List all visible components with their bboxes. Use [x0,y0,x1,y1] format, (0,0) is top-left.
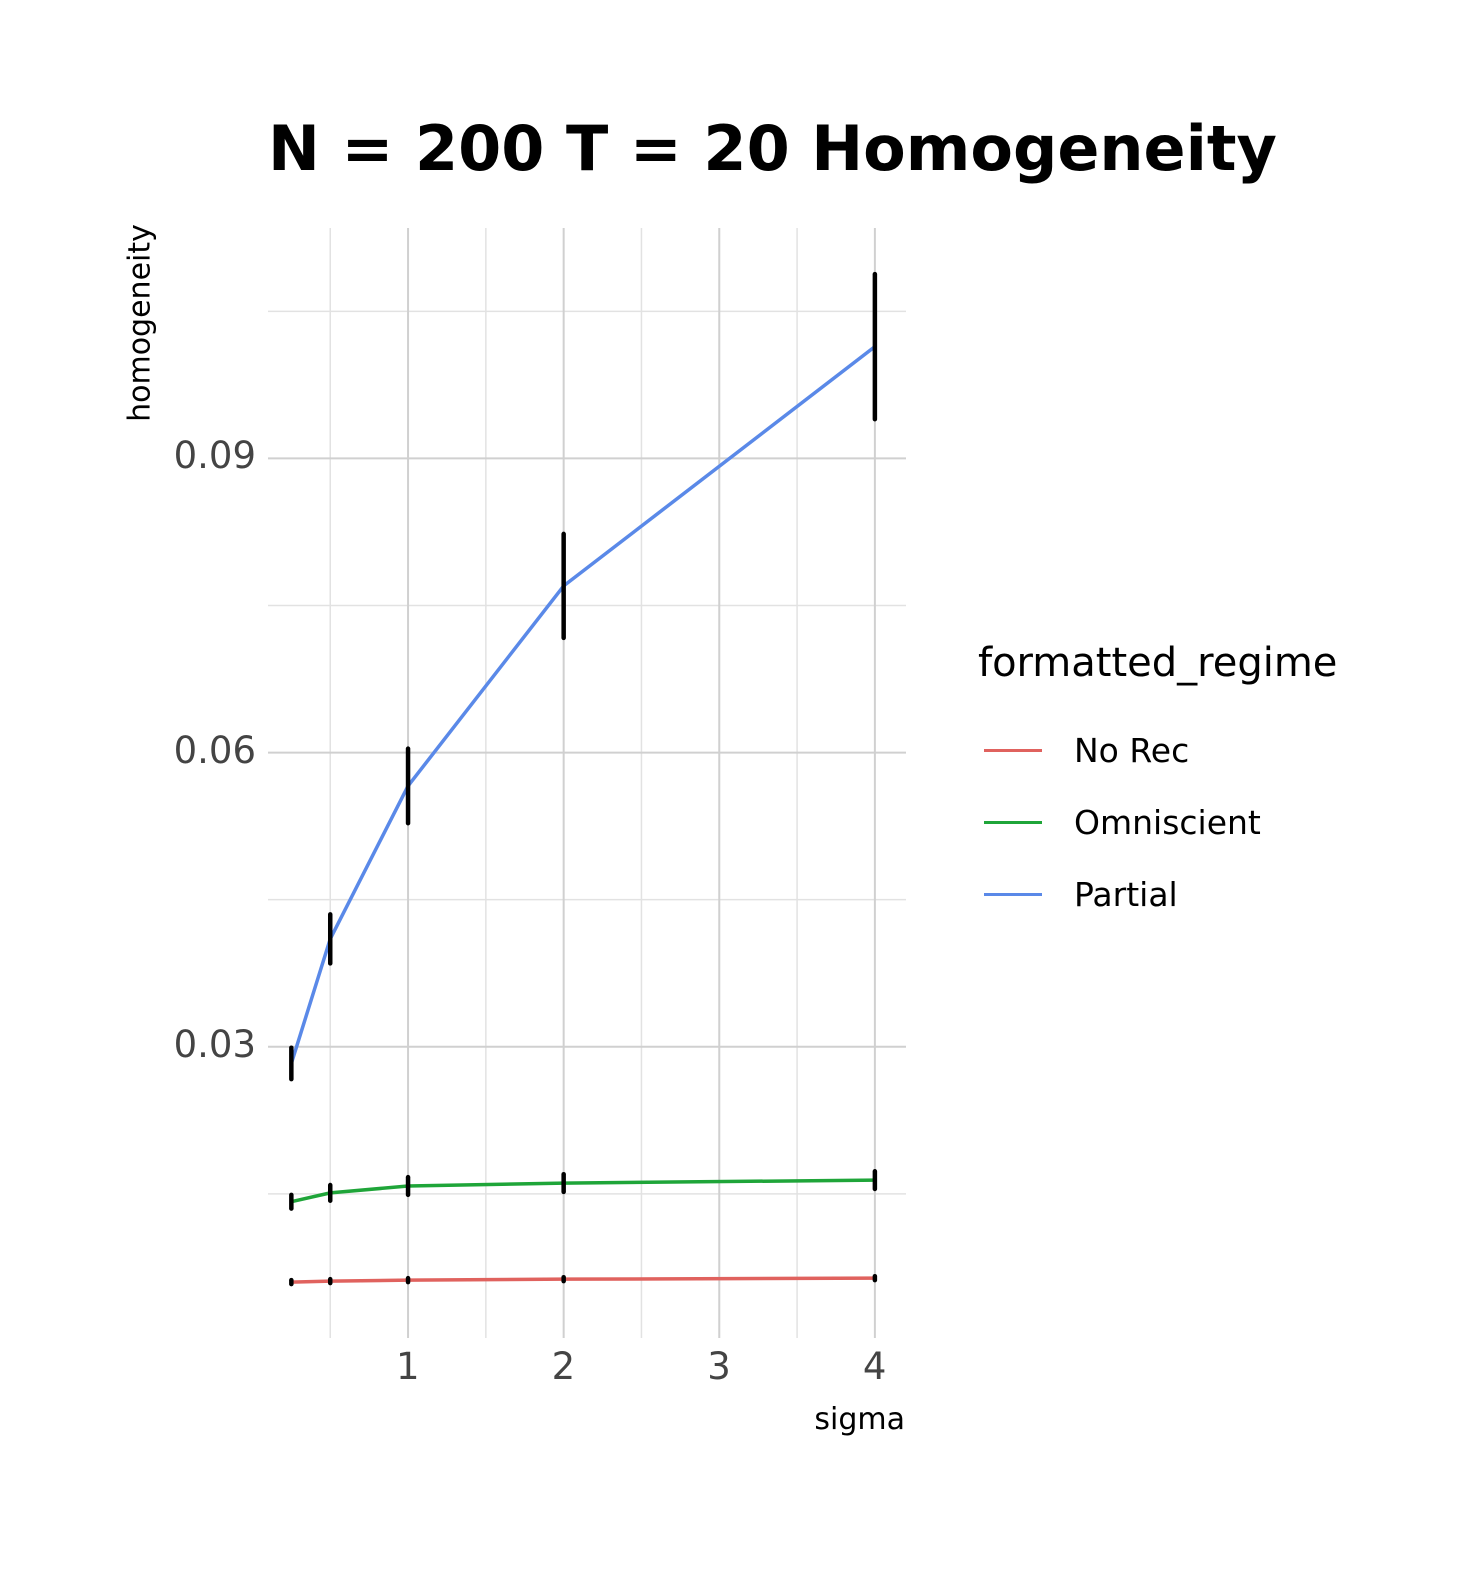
minor-gridlines [268,228,906,1338]
y-tick-label: 0.03 [173,1022,256,1066]
x-tick-label: 3 [707,1345,731,1388]
legend-item-omniscient: Omniscient [978,786,1337,858]
legend-label-omniscient: Omniscient [1074,802,1261,842]
series-lines [289,345,876,1284]
legend-title: formatted_regime [978,640,1338,686]
x-tick-label: 2 [551,1345,576,1388]
error-bars [289,271,878,1287]
y-tick-label: 0.06 [173,728,256,772]
x-tick-label: 4 [862,1345,887,1388]
series-line-partial [289,345,876,1064]
legend-label-no-rec: No Rec [1074,730,1190,770]
legend-key-omniscient [984,820,1042,824]
y-tick-label: 0.09 [173,434,256,478]
legend-item-partial: Partial [978,858,1337,930]
legend-label-partial: Partial [1074,874,1178,914]
legend-key-partial [984,892,1042,896]
legend-item-no-rec: No Rec [978,714,1337,786]
chart-title: N = 200 T = 20 Homogeneity [268,112,1277,185]
legend: formatted_regime No Rec Omniscient Parti… [978,640,1337,930]
legend-key-no-rec [984,748,1042,752]
x-tick-label: 1 [396,1345,420,1388]
x-axis-label: sigma [814,1402,905,1437]
series-line-no-rec [291,1276,875,1284]
series-line-omniscient [290,1178,875,1204]
